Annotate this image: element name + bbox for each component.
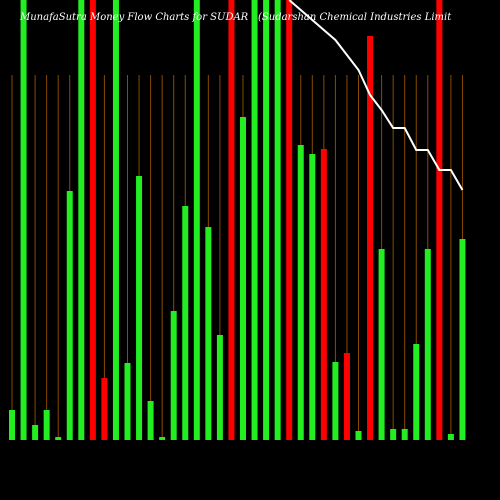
bar [413,344,420,440]
bar [124,363,131,440]
bar [401,429,408,440]
bar [20,0,27,440]
bar [112,0,119,440]
bar [136,176,143,440]
bar [320,149,327,440]
bar [55,437,62,440]
bar [436,0,443,440]
bar [378,249,385,440]
bar [332,362,339,440]
bar [286,0,293,440]
bar [390,429,397,440]
bar [43,410,50,440]
bar [309,154,316,440]
bar [216,335,223,440]
chart-subtitle: (Sudarshan Chemical Industries Limit [258,12,452,23]
bar [159,437,166,440]
bar [447,434,454,440]
bar [78,0,85,440]
bar [355,431,362,440]
bar [251,0,258,440]
bar [182,206,189,440]
bar [343,353,350,440]
bar [147,401,154,440]
plot [9,0,466,440]
bar [9,410,15,440]
bar [459,239,466,440]
bar [367,36,374,440]
bar [32,425,39,440]
price-line [288,0,464,191]
bar [89,0,96,440]
bar [274,0,281,440]
bar [240,117,246,440]
bar [101,378,108,440]
bar [263,0,270,440]
bar [205,227,212,440]
bar [297,145,304,440]
bar [228,0,235,440]
bar [170,311,177,440]
bar [66,191,73,440]
bar [193,0,200,440]
bar [424,249,431,440]
chart-title: MunafaSutra Money Flow Charts for SUDAR [19,12,249,23]
